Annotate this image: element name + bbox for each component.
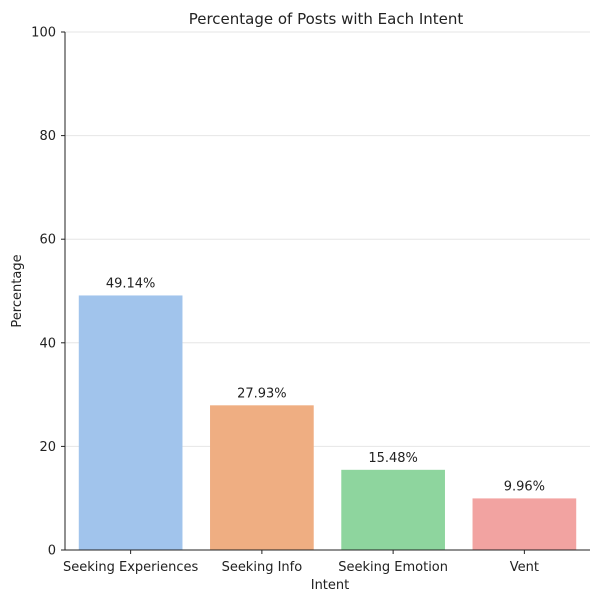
bars bbox=[78, 295, 577, 550]
y-tick-label: 80 bbox=[39, 129, 56, 144]
bar bbox=[210, 405, 314, 550]
chart-title: Percentage of Posts with Each Intent bbox=[189, 10, 464, 28]
y-tick-label: 20 bbox=[39, 440, 56, 455]
y-tick-label: 100 bbox=[31, 26, 56, 41]
bar-value-label: 9.96% bbox=[504, 479, 545, 494]
y-tick-label: 40 bbox=[39, 336, 56, 351]
y-tick-label: 0 bbox=[48, 544, 56, 559]
x-tick-label: Seeking Info bbox=[222, 560, 303, 575]
bar bbox=[341, 469, 445, 550]
x-ticks: Seeking Experiences Seeking Info Seeking E… bbox=[63, 550, 539, 575]
data-labels: 49.14% 27.93% 15.48% 9.96% bbox=[106, 276, 545, 494]
y-tick-label: 60 bbox=[39, 233, 56, 248]
y-axis-label: Percentage bbox=[10, 254, 25, 327]
bar-value-label: 49.14% bbox=[106, 276, 156, 291]
x-tick-label: Vent bbox=[510, 560, 539, 575]
x-axis-label: Intent bbox=[311, 578, 350, 590]
bar bbox=[78, 295, 183, 550]
bar-value-label: 27.93% bbox=[237, 386, 287, 401]
axes bbox=[64, 32, 590, 551]
bar bbox=[472, 498, 577, 550]
x-tick-label: Seeking Emotion bbox=[338, 560, 448, 575]
bar-value-label: 15.48% bbox=[368, 451, 418, 466]
x-tick-label: Seeking Experiences bbox=[63, 560, 199, 575]
y-ticks: 0 20 40 60 80 100 bbox=[31, 26, 65, 559]
